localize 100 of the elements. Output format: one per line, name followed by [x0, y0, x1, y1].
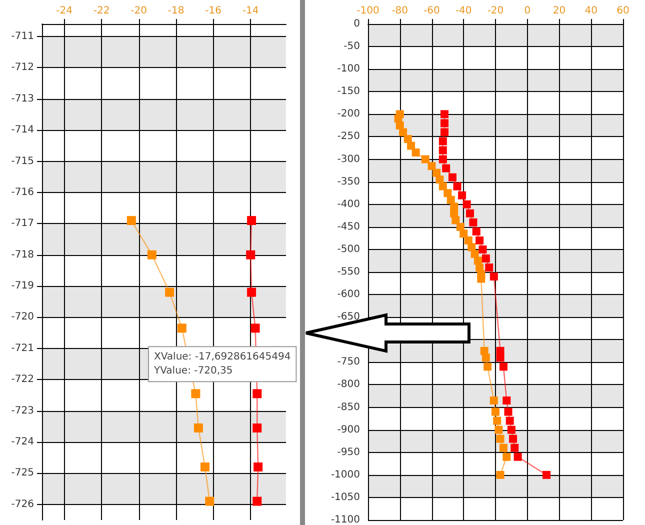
y-tick-label: -200 [337, 108, 360, 120]
x-tick-label: -18 [168, 6, 184, 16]
y-tick-label: -150 [337, 86, 360, 98]
point [200, 462, 210, 472]
point [514, 452, 522, 461]
y-tick-label: -721 [11, 342, 34, 354]
y-tick-label: -900 [337, 424, 360, 436]
point [492, 408, 500, 416]
x-tick-label: -14 [242, 6, 259, 16]
x-tick-label: -16 [205, 6, 222, 16]
y-tick-label: -722 [11, 374, 34, 386]
y-tick-label: -450 [337, 221, 360, 232]
y-tick-label: -716 [11, 186, 34, 198]
x-tick-label: -24 [56, 6, 73, 16]
point [507, 426, 516, 434]
y-tick-label: -711 [11, 30, 34, 42]
y-tick-label: -550 [337, 266, 360, 278]
x-tick-label: -100 [356, 6, 380, 16]
point [177, 324, 186, 333]
point [478, 245, 487, 254]
point [194, 423, 203, 432]
point [469, 218, 478, 226]
y-tick-label: -718 [11, 249, 34, 260]
x-tick-label: 0 [524, 6, 531, 16]
annotation: XValue: -17,692861645494 YValue: -720,35 [153, 352, 291, 377]
y-tick-label: -720 [11, 312, 34, 323]
point [428, 162, 436, 170]
x-tick-label: -20 [130, 6, 148, 16]
y-tick-label: -250 [337, 131, 360, 142]
point [462, 200, 471, 208]
y-tick-label: -650 [337, 312, 360, 323]
y-tick-label: -750 [337, 356, 360, 368]
point [499, 362, 508, 371]
point [542, 470, 550, 479]
x-tick-label: 60 [616, 6, 630, 16]
y-tick-label: -719 [11, 280, 34, 292]
point [438, 137, 447, 146]
point [438, 155, 447, 164]
point [438, 182, 447, 190]
y-tick-label: -300 [337, 154, 360, 165]
x-tick-label: -20 [487, 6, 504, 16]
point [458, 191, 466, 200]
y-tick-label: -1050 [330, 492, 360, 503]
point [482, 254, 490, 262]
point [506, 416, 514, 425]
y-tick-label: 0 [354, 18, 360, 30]
y-tick-label: -723 [11, 405, 34, 416]
y-tick-label: -714 [11, 124, 34, 136]
point [412, 148, 420, 157]
point [147, 250, 156, 260]
point [482, 354, 490, 362]
point [477, 274, 486, 283]
point [466, 209, 474, 218]
point [499, 444, 508, 452]
point [502, 452, 511, 461]
y-tick-label: -350 [337, 176, 360, 188]
x-tick-label: -40 [455, 6, 472, 16]
point [484, 362, 492, 371]
y-tick-label: -950 [337, 446, 360, 458]
point [247, 216, 256, 226]
y-tick-label: -850 [337, 402, 360, 413]
point [496, 354, 504, 362]
point [468, 243, 476, 252]
y-tick-label: -1100 [330, 514, 360, 525]
point [126, 216, 136, 226]
point [247, 288, 256, 297]
point [493, 416, 502, 425]
point [460, 230, 468, 238]
point [510, 444, 519, 452]
y-tick-label: -717 [11, 218, 34, 230]
point [490, 272, 498, 281]
y-tick-label: -725 [11, 468, 34, 479]
point [436, 176, 444, 184]
y-tick-label: -713 [11, 93, 34, 104]
point [496, 434, 504, 443]
point [496, 470, 504, 479]
point [494, 426, 503, 434]
point [250, 324, 260, 333]
y-tick-label: -1000 [330, 469, 360, 480]
y-tick-label: -726 [11, 498, 34, 510]
point [509, 434, 518, 443]
point [476, 236, 484, 244]
point [448, 173, 456, 182]
y-tick-label: -100 [337, 64, 360, 75]
point [442, 164, 450, 172]
point [421, 155, 430, 164]
point [399, 128, 408, 136]
x-tick-label: 40 [584, 6, 598, 16]
x-tick-label: 20 [552, 6, 566, 16]
point [252, 423, 262, 432]
point [440, 110, 448, 118]
point [504, 408, 512, 416]
point [254, 462, 263, 472]
point [440, 119, 448, 128]
point [490, 396, 498, 405]
point [252, 389, 262, 398]
point [165, 288, 174, 297]
x-tick-label: -80 [392, 6, 408, 16]
y-tick-label: -500 [337, 244, 360, 255]
y-tick-label: -712 [11, 62, 34, 74]
